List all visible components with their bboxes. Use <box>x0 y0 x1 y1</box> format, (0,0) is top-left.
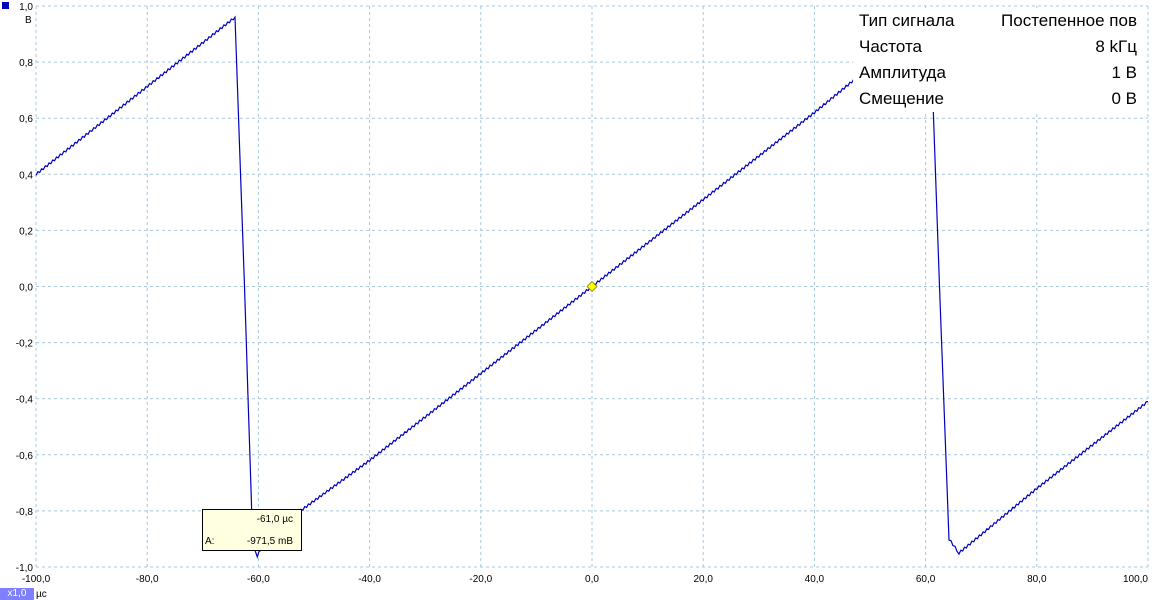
tooltip-channel: A: <box>205 536 215 547</box>
tooltip-value: -971,5 mВ <box>246 536 293 547</box>
y-tick-label: 0,8 <box>19 58 33 69</box>
info-row-signal-type: Тип сигнала Постепенное пов <box>853 8 1143 34</box>
trigger-marker[interactable] <box>586 280 598 293</box>
x-tick-label: 60,0 <box>916 574 936 585</box>
y-tick-label: -0,8 <box>16 507 34 518</box>
x-tick-label: -60,0 <box>247 574 270 585</box>
signal-info-panel: Тип сигнала Постепенное пов Частота 8 kГ… <box>853 8 1143 112</box>
y-tick-label: 1,0 <box>19 2 33 13</box>
y-tick-label: 0,0 <box>19 283 33 294</box>
x-tick-label: -40,0 <box>358 574 381 585</box>
info-row-offset: Смещение 0 В <box>853 86 1143 112</box>
x-tick-label: 20,0 <box>693 574 713 585</box>
x-tick-label: -100,0 <box>22 574 51 585</box>
info-value: 8 kГц <box>1095 37 1137 56</box>
x-axis-ticks: -100,0 -80,0 -60,0 -40,0 -20,0 0,0 20,0 40,0 60,… <box>22 574 1149 585</box>
info-row-amplitude: Амплитуда 1 В <box>853 60 1143 86</box>
y-tick-label: 0,4 <box>19 170 33 181</box>
info-label: Тип сигнала <box>859 11 955 30</box>
y-tick-label: -0,2 <box>16 339 34 350</box>
x-unit-label: µс <box>36 589 47 600</box>
x-tick-label: 40,0 <box>805 574 825 585</box>
x-tick-label: -20,0 <box>469 574 492 585</box>
x-tick-label: 0,0 <box>585 574 599 585</box>
info-label: Амплитуда <box>859 63 946 82</box>
y-tick-label: 0,2 <box>19 226 33 237</box>
info-value: 0 В <box>1111 89 1137 108</box>
tooltip-time: -61,0 µс <box>256 514 293 525</box>
info-label: Частота <box>859 37 923 56</box>
y-tick-label: 0,6 <box>19 114 33 125</box>
x-tick-label: 100,0 <box>1123 574 1148 585</box>
y-tick-label: -1,0 <box>16 563 34 574</box>
y-tick-label: -0,4 <box>16 395 34 406</box>
y-unit-label: В <box>25 15 32 26</box>
zoom-badge[interactable]: x1,0 <box>0 588 34 600</box>
info-row-frequency: Частота 8 kГц <box>853 34 1143 60</box>
y-axis-ticks: 1,0 0,8 0,6 0,4 0,2 0,0 -0,2 -0,4 -0,6 -0,8 -1,0 <box>16 2 34 574</box>
info-value: Постепенное пов <box>1001 11 1137 30</box>
x-tick-label: -80,0 <box>136 574 159 585</box>
cursor-tooltip: -61,0 µс A: -971,5 mВ <box>202 509 302 551</box>
y-tick-label: -0,6 <box>16 451 34 462</box>
channel-a-marker[interactable] <box>2 2 9 9</box>
info-value: 1 В <box>1111 63 1137 82</box>
info-label: Смещение <box>859 89 945 108</box>
x-tick-label: 80,0 <box>1027 574 1047 585</box>
